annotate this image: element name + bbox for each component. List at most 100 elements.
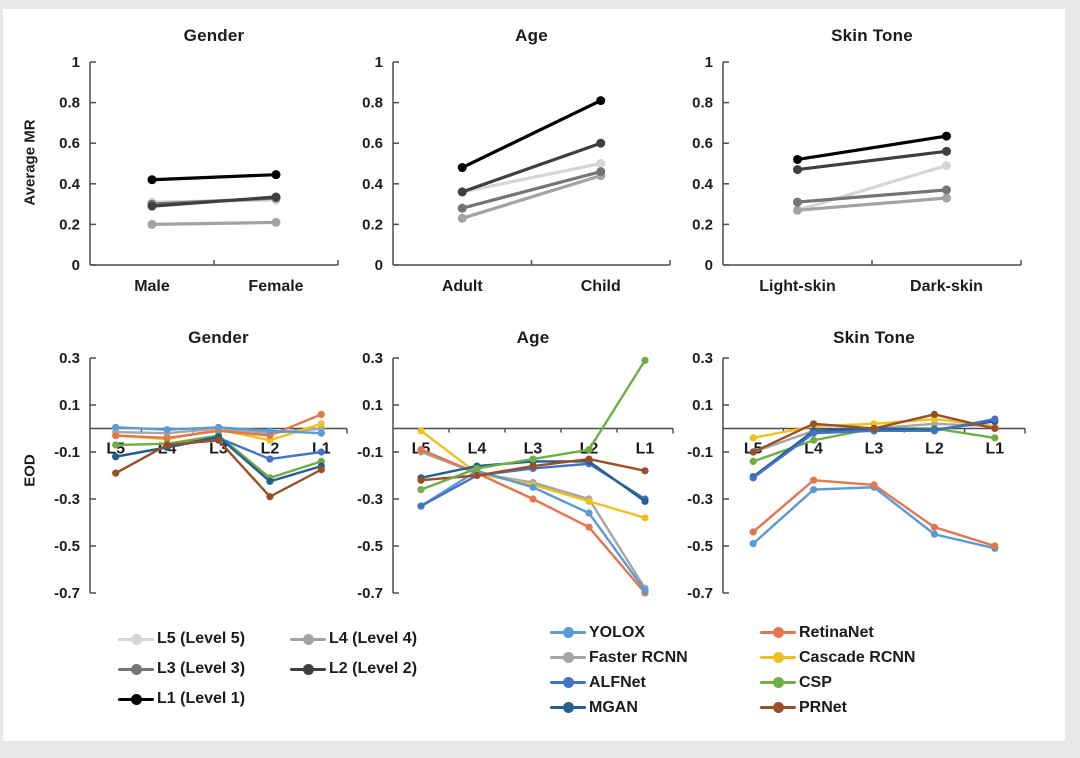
series-marker-yolox: [112, 423, 120, 431]
series-marker-prnet: [749, 448, 757, 456]
series-marker-prnet: [529, 462, 537, 470]
line-plot-age-mr: 1 0.8 0.6 0.4 0.2 0 Adult Child: [362, 54, 671, 295]
legend-item-l2-level-2-: L2 (Level 2): [290, 654, 462, 684]
series-marker-retinanet: [112, 431, 120, 440]
series-line-l4-level-4-: [460, 174, 603, 220]
series-marker-mgan: [641, 497, 649, 505]
legend-swatch-icon: [760, 677, 796, 688]
series-marker-l1-level-1-: [147, 175, 157, 185]
series-marker-prnet: [930, 410, 938, 418]
series-marker-csp: [991, 434, 999, 442]
y-tick-label: 0: [375, 257, 383, 274]
y-tick-label: -0.1: [357, 444, 383, 461]
series-marker-alfnet: [417, 502, 425, 510]
y-tick-label: 0.8: [692, 95, 713, 112]
y-tick-label: 0.2: [692, 216, 713, 233]
series-marker-l4-level-4-: [457, 213, 467, 223]
y-tick-label: 0: [705, 257, 713, 274]
y-tick-label: 0.4: [59, 176, 81, 193]
x-category-label: L2: [925, 441, 944, 458]
chart-title-age-mr: Age: [515, 26, 548, 45]
series-line-yolox: [751, 486, 996, 550]
x-category-label: Male: [134, 278, 170, 295]
series-marker-csp: [585, 446, 593, 454]
series-marker-cascade-rcnn: [641, 514, 649, 522]
legend-swatch-icon: [760, 702, 796, 713]
legend-label: Faster RCNN: [589, 648, 688, 666]
legend-item-retinanet: RetinaNet: [760, 620, 970, 645]
series-line-l5-level-5-: [460, 161, 603, 194]
y-tick-label: 1: [375, 54, 383, 71]
series-marker-prnet: [266, 493, 274, 501]
y-tick-label: 0.8: [362, 95, 383, 112]
legend-swatch-icon: [118, 693, 154, 705]
legend-swatch-icon: [550, 702, 586, 713]
x-category-label: L2: [261, 441, 280, 458]
series-marker-csp: [473, 464, 481, 473]
y-tick-label: 0.4: [692, 176, 714, 193]
series-marker-l2-level-2-: [457, 187, 467, 197]
series-line-l4-level-4-: [150, 220, 278, 226]
legend-swatch-icon: [290, 633, 326, 645]
legend-item-l4-level-4-: L4 (Level 4): [290, 624, 462, 654]
series-marker-l3-level-3-: [596, 167, 606, 177]
series-marker-l1-level-1-: [793, 154, 802, 164]
y-tick-label: 0.6: [59, 135, 80, 152]
series-line-l2-level-2-: [460, 141, 603, 194]
series-marker-retinanet: [317, 410, 325, 418]
series-marker-csp: [749, 457, 757, 465]
x-category-label: L4: [804, 441, 823, 458]
y-tick-label: 0.2: [362, 216, 383, 233]
x-category-label: Light-skin: [759, 278, 835, 295]
legend-item-csp: CSP: [760, 670, 970, 695]
y-tick-label: -0.3: [54, 491, 80, 508]
legend-item-l1-level-1-: L1 (Level 1): [118, 684, 290, 714]
series-marker-prnet: [112, 469, 120, 477]
y-tick-label: -0.1: [54, 444, 80, 461]
series-line-l5-level-5-: [795, 163, 949, 212]
legend-label: L3 (Level 3): [157, 660, 246, 677]
series-marker-yolox: [585, 509, 593, 517]
legend-item-cascade-rcnn: Cascade RCNN: [760, 645, 970, 670]
line-plot-skin-tone-eod: 0.30.1-0.1-0.3-0.5-0.7L5L4L3L2L1: [687, 350, 1026, 602]
series-line-l2-level-2-: [150, 195, 278, 208]
y-tick-label: 0.2: [59, 216, 80, 233]
series-marker-cascade-rcnn: [749, 434, 757, 442]
series-line-l1-level-1-: [795, 134, 949, 162]
series-marker-csp: [112, 441, 120, 449]
y-tick-label: 1: [72, 54, 80, 71]
x-category-label: L1: [985, 441, 1004, 458]
series-marker-prnet: [585, 455, 593, 463]
y-tick-label: -0.5: [54, 538, 80, 555]
y-tick-label: 0.3: [59, 350, 80, 367]
y-tick-label: 0.3: [362, 350, 383, 367]
legend-swatch-icon: [760, 652, 796, 663]
legend-levels: L5 (Level 5) L4 (Level 4) L3 (Level 3) L2 (…: [118, 624, 462, 714]
series-marker-prnet: [163, 441, 171, 449]
series-line-l3-level-3-: [795, 188, 949, 204]
x-category-label: L4: [468, 441, 487, 458]
legend-label: PRNet: [799, 698, 848, 716]
x-category-label: Female: [248, 278, 303, 295]
line-plot-skin-tone-mr: 1 0.8 0.6 0.4 0.2 0 Light-skin Dark-skin: [692, 54, 1022, 295]
y-tick-label: 1: [705, 54, 713, 71]
line-plot-age-eod: 0.30.1-0.1-0.3-0.5-0.7L5L4L3L2L1: [357, 350, 674, 602]
series-marker-yolox: [529, 483, 537, 491]
series-marker-prnet: [810, 420, 818, 428]
chart-average-mr-gender: Average MR Gender 1 0.8 0.6 0.4 0.2 0 Male Fema…: [22, 0, 350, 305]
series-marker-prnet: [641, 467, 649, 475]
chart-title-gender-eod: Gender: [188, 328, 249, 347]
series-marker-yolox: [266, 427, 274, 435]
line-plot-gender-mr: 1 0.8 0.6 0.4 0.2 0 Male Female: [59, 54, 339, 295]
y-tick-label: -0.7: [54, 585, 80, 602]
series-marker-l2-level-2-: [942, 146, 951, 156]
series-marker-l4-level-4-: [793, 205, 802, 215]
legend-swatch-icon: [550, 627, 586, 638]
series-marker-cascade-rcnn: [417, 427, 425, 435]
series-marker-retinanet: [417, 446, 425, 454]
y-tick-label: 0.4: [362, 176, 384, 193]
series-line-faster-rcnn: [419, 450, 647, 590]
x-category-label: L3: [524, 441, 543, 458]
chart-eod-age: Age 0.30.1-0.1-0.3-0.5-0.7L5L4L3L2L1: [333, 310, 685, 610]
series-line-l4-level-4-: [795, 196, 949, 212]
